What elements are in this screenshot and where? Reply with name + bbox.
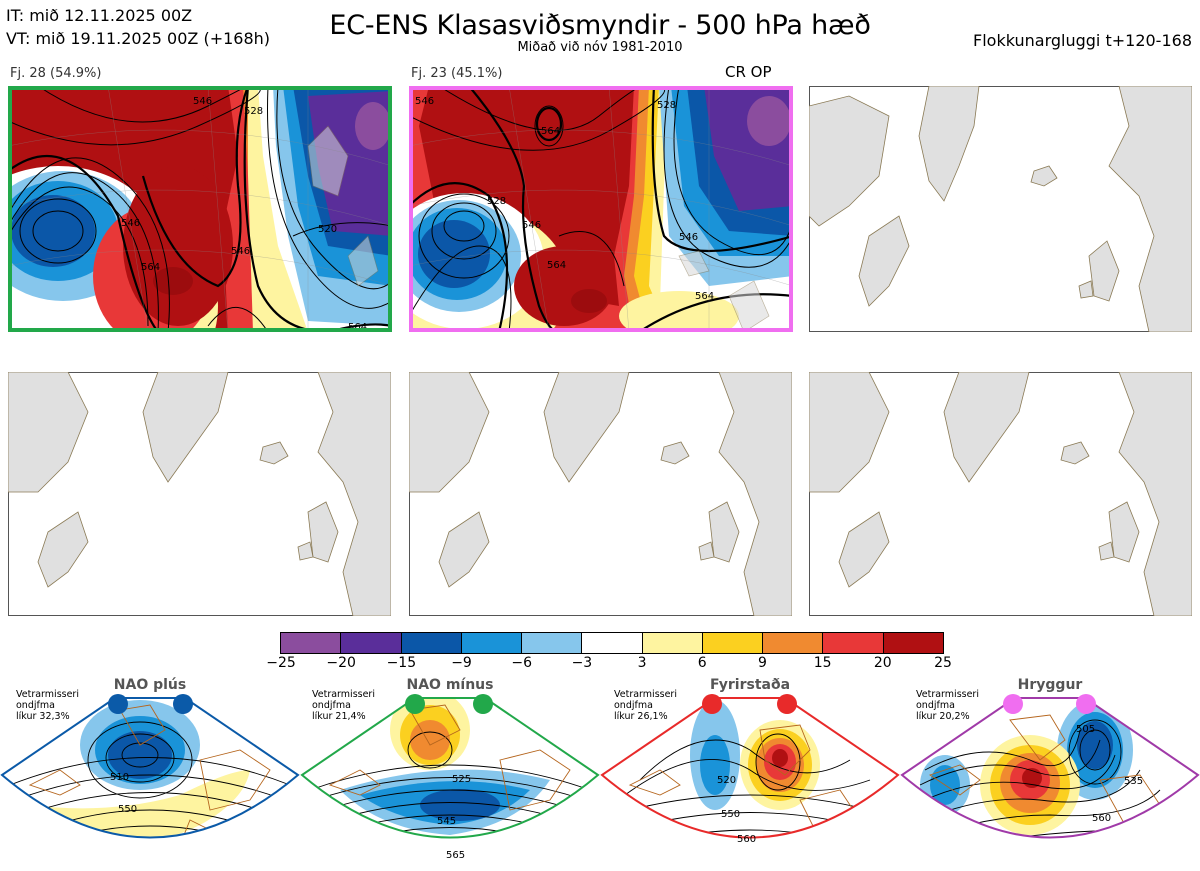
operational-run-label: CR OP [725,63,772,81]
colorbar-tick-label: −15 [386,655,417,671]
colorbar-tick-label: −6 [511,655,533,671]
colorbar-tick-label: −9 [451,655,472,671]
colorbar-tick-label: 9 [757,655,767,671]
regime-marker [777,694,797,714]
regime-name-nao-plus: NAO plús [113,677,187,693]
colorbar-labels: −25 −20 −15 −9 −6 −3 3 6 9 15 20 25 [0,655,1200,675]
regime-blocking: 520 550 560 [600,694,900,845]
contour-label: 546 [231,246,250,257]
regime-nao-minus: 525 545 565 [300,694,600,861]
colorbar-tick-label: −25 [266,655,296,671]
colorbar-swatch [341,633,402,653]
forecast-times: IT: mið 12.11.2025 00Z VT: mið 19.11.202… [6,4,270,50]
contour-label: 520 [318,224,337,235]
panel-2-border [409,86,793,332]
valid-time: VT: mið 19.11.2025 00Z (+168h) [6,29,271,48]
contour-label: 545 [437,816,456,827]
colorbar-swatch [522,633,583,653]
colorbar-swatch [823,633,884,653]
contour-label: 546 [121,218,140,229]
contour-label: 546 [522,220,541,231]
regime-note-nao-plus: Vetrarmisseri ondjfma líkur 32,3% [16,689,79,722]
colorbar-swatch [702,633,764,653]
regime-marker [173,694,193,714]
colorbar-tick-label: −3 [571,655,593,671]
panel-2-label: Fj. 23 (45.1%) [411,66,503,81]
empty-map-6 [809,372,1192,616]
colorbar [280,632,944,654]
panel-1-border [8,86,392,332]
colorbar-tick-label: 3 [637,655,647,671]
colorbar-tick-label: 6 [697,655,707,671]
colorbar-swatch [883,633,943,653]
initial-time: IT: mið 12.11.2025 00Z [6,6,193,25]
cluster-map-2: 546 528 564 528 546 546 564 546 564 [409,86,793,332]
regime-name-nao-minus: NAO mínus [406,677,494,693]
regime-marker [702,694,722,714]
contour-label: 546 [193,96,212,107]
contour-label: 564 [695,291,714,302]
contour-label: 520 [717,775,736,786]
regime-marker [108,694,128,714]
colorbar-tick-label: 15 [813,655,832,671]
regime-nao-plus: 510 550 [0,694,300,839]
regime-name-ridge: Hryggur [1017,677,1083,693]
contour-label: 528 [487,196,506,207]
empty-map-5 [409,372,792,616]
regime-note-ridge: Vetrarmisseri ondjfma líkur 20,2% [916,689,979,722]
regime-note-blocking: Vetrarmisseri ondjfma líkur 26,1% [614,689,677,722]
contour-label: 560 [737,834,756,845]
colorbar-swatch [582,633,643,653]
contour-label: 564 [547,260,566,271]
contour-label: 564 [348,322,367,332]
contour-label: 528 [244,106,263,117]
colorbar-tick-label: 25 [934,655,952,671]
colorbar-swatch [642,633,703,653]
contour-label: 505 [1076,724,1095,735]
colorbar-swatch [281,633,342,653]
colorbar-tick-label: 20 [873,655,892,671]
regime-marker [473,694,493,714]
contour-label: 528 [657,100,676,111]
classification-window: Flokkunargluggi t+120-168 [973,31,1192,50]
regime-marker [1003,694,1023,714]
colorbar-swatch [461,633,523,653]
regime-marker [1076,694,1096,714]
colorbar-tick-label: −20 [326,655,356,671]
page-title: EC-ENS Klasasviðsmyndir - 500 hPa hæð [329,10,871,41]
cluster-map-1: 546 528 520 546 546 564 564 [8,86,392,332]
contour-label: 564 [541,126,560,137]
contour-label: 550 [118,804,137,815]
contour-label: 560 [1092,813,1111,824]
empty-map-4 [8,372,391,616]
contour-label: 546 [415,96,434,107]
contour-label: 564 [141,262,160,273]
contour-label: 550 [721,809,740,820]
regime-note-nao-minus: Vetrarmisseri ondjfma líkur 21,4% [312,689,375,722]
regime-ridge: 505 535 560 [900,694,1200,839]
regime-marker [405,694,425,714]
contour-label: 565 [446,850,465,861]
contour-label: 546 [679,232,698,243]
empty-map-3 [809,86,1192,332]
contour-label: 535 [1124,776,1143,787]
colorbar-swatch [401,633,462,653]
page-subtitle: Miðað við nóv 1981-2010 [517,40,683,55]
panel-1-label: Fj. 28 (54.9%) [10,66,102,81]
colorbar-swatch [763,633,824,653]
contour-label: 510 [110,772,129,783]
contour-label: 525 [452,774,471,785]
regime-name-blocking: Fyrirstaða [709,677,791,693]
